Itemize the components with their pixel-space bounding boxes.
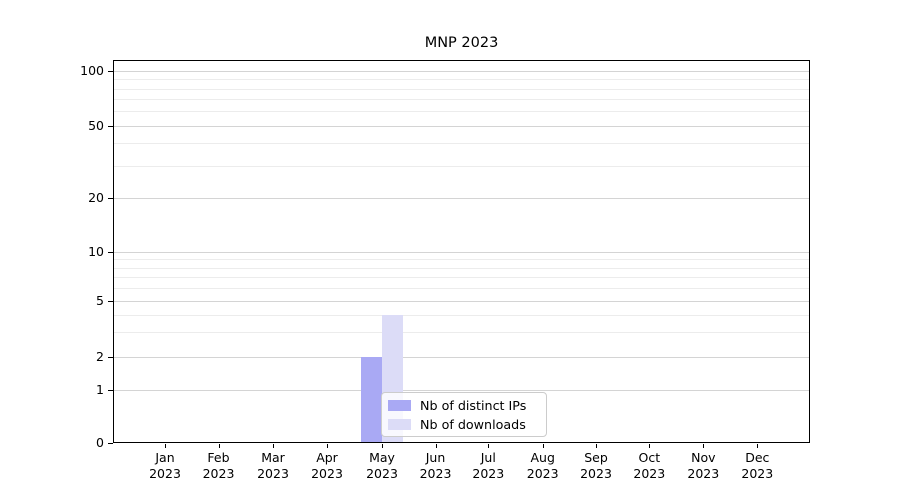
x-tick-label-line: May xyxy=(369,450,395,465)
y-tick-label: 100 xyxy=(80,63,104,78)
y-tick-label: 2 xyxy=(96,348,104,364)
legend-item-downloads: Nb of downloads xyxy=(388,416,538,432)
minor-gridline xyxy=(114,143,809,145)
x-tick-label: Jan 2023 xyxy=(129,450,201,481)
minor-gridline xyxy=(114,259,809,261)
x-tick-label-line: Jul xyxy=(480,450,496,465)
x-tick-label: Nov 2023 xyxy=(667,450,739,481)
minor-gridline xyxy=(114,267,809,269)
x-tick-label-line: 2023 xyxy=(311,465,343,481)
y-tick-mark xyxy=(108,301,113,302)
x-tick-label-line: 2023 xyxy=(472,465,505,481)
legend: Nb of distinct IPs Nb of downloads xyxy=(381,392,547,437)
minor-gridline xyxy=(114,277,809,279)
legend-item-distinct-ips: Nb of distinct IPs xyxy=(388,397,538,413)
x-tick-label-line: Feb xyxy=(207,450,230,465)
x-tick-label-line: 2023 xyxy=(580,465,612,481)
x-tick-mark xyxy=(703,444,705,448)
x-tick-label-line: 2023 xyxy=(257,465,289,481)
plot-area: Nb of distinct IPs Nb of downloads xyxy=(113,60,810,443)
minor-gridline xyxy=(114,288,809,290)
legend-swatch-distinct-ips xyxy=(388,399,411,411)
x-tick-label: Feb 2023 xyxy=(183,450,255,481)
x-tick-mark xyxy=(542,444,544,448)
x-tick-label-line: 2023 xyxy=(741,465,774,481)
major-gridline xyxy=(114,125,809,127)
x-tick-label: Jul 2023 xyxy=(452,450,524,481)
legend-label-distinct-ips: Nb of distinct IPs xyxy=(420,397,527,413)
x-tick-label: Jun 2023 xyxy=(400,450,472,481)
minor-gridline xyxy=(114,314,809,316)
y-tick-label: 0 xyxy=(96,435,104,450)
major-gridline xyxy=(114,71,809,72)
x-tick-mark xyxy=(327,444,328,448)
x-tick-label-line: Apr xyxy=(316,450,338,465)
x-tick-label-line: Aug xyxy=(530,450,555,465)
x-tick-mark xyxy=(382,444,383,448)
legend-swatch-downloads xyxy=(388,418,411,430)
x-tick-label-line: Jun xyxy=(425,450,446,465)
x-tick-label: Aug 2023 xyxy=(507,450,579,481)
x-tick-label-line: 2023 xyxy=(149,465,181,481)
minor-gridline xyxy=(114,88,809,90)
x-tick-mark xyxy=(273,444,274,448)
y-tick-mark xyxy=(108,125,113,127)
x-tick-label-line: Dec xyxy=(745,450,770,465)
y-tick-mark xyxy=(108,356,113,358)
x-tick-label-line: Nov xyxy=(691,450,716,465)
bar-distinct-ips xyxy=(360,356,382,442)
x-tick-label-line: Oct xyxy=(638,450,661,465)
y-tick-mark xyxy=(108,390,113,391)
x-tick-mark xyxy=(649,444,651,448)
x-tick-mark xyxy=(757,444,759,448)
major-gridline xyxy=(114,301,809,302)
x-tick-mark xyxy=(488,444,490,448)
major-gridline xyxy=(114,356,809,358)
x-tick-mark xyxy=(596,444,597,448)
y-tick-label: 50 xyxy=(88,117,104,133)
y-tick-mark xyxy=(108,197,113,199)
minor-gridline xyxy=(114,111,809,113)
y-tick-label: 5 xyxy=(96,293,104,308)
y-tick-mark xyxy=(108,71,113,72)
x-tick-label: May 2023 xyxy=(346,450,418,481)
x-tick-label-line: Mar xyxy=(261,450,285,465)
x-tick-label-line: Jan xyxy=(155,450,175,465)
y-tick-label: 10 xyxy=(88,243,104,259)
y-tick-mark xyxy=(108,443,113,444)
x-tick-label: Apr 2023 xyxy=(291,450,363,481)
major-gridline xyxy=(114,390,809,391)
x-tick-label-line: 2023 xyxy=(366,465,398,481)
minor-gridline xyxy=(114,79,809,81)
x-tick-label-line: 2023 xyxy=(633,465,666,481)
x-tick-mark xyxy=(218,444,220,448)
y-tick-label: 1 xyxy=(96,382,104,397)
y-tick-label: 20 xyxy=(88,189,104,205)
x-tick-label: Sep 2023 xyxy=(560,450,632,481)
minor-gridline xyxy=(114,165,809,167)
x-tick-mark xyxy=(165,444,166,448)
x-tick-label: Mar 2023 xyxy=(237,450,309,481)
x-tick-label-line: 2023 xyxy=(526,465,559,481)
major-gridline xyxy=(114,197,809,199)
legend-label-downloads: Nb of downloads xyxy=(420,416,526,432)
y-tick-mark xyxy=(108,251,113,253)
minor-gridline xyxy=(114,99,809,101)
x-tick-label: Oct 2023 xyxy=(613,450,685,481)
x-tick-label-line: Sep xyxy=(584,450,608,465)
x-tick-label: Dec 2023 xyxy=(721,450,793,481)
x-tick-label-line: 2023 xyxy=(419,465,452,481)
x-tick-label-line: 2023 xyxy=(202,465,235,481)
chart-title: MNP 2023 xyxy=(424,35,499,51)
minor-gridline xyxy=(114,332,809,334)
x-tick-mark xyxy=(435,444,437,448)
major-gridline xyxy=(114,251,809,253)
x-tick-label-line: 2023 xyxy=(687,465,720,481)
